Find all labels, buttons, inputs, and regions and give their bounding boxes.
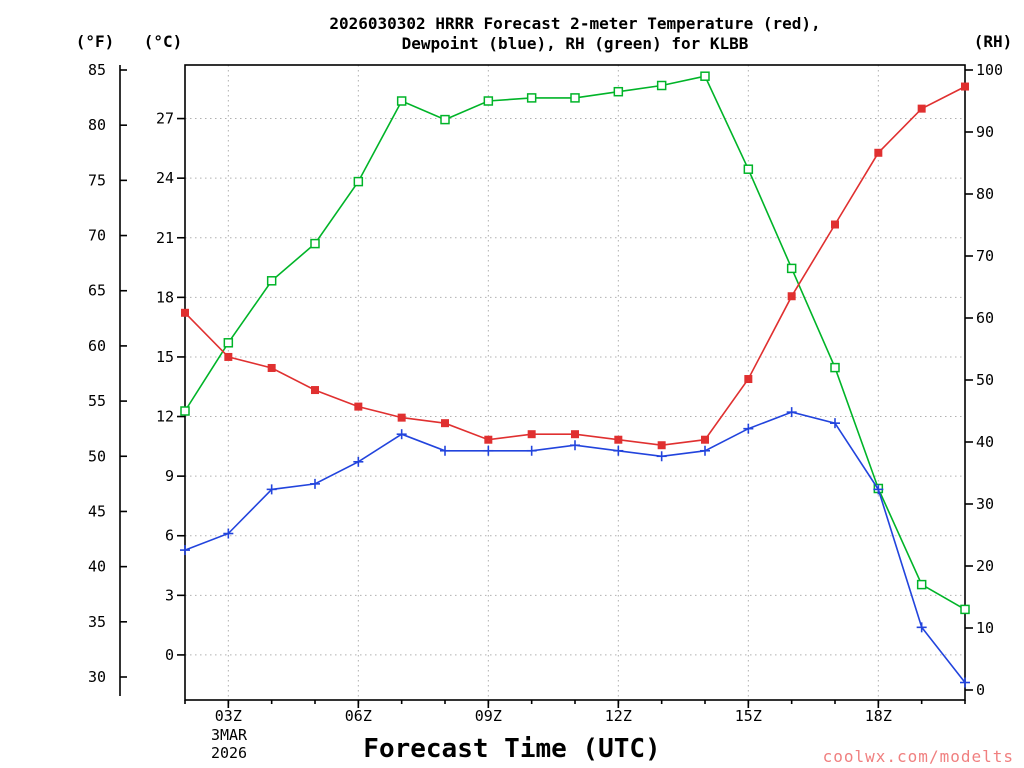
fahrenheit-tick-label: 50 <box>88 447 106 465</box>
temperature-marker <box>874 148 883 157</box>
fahrenheit-tick-label: 30 <box>88 668 106 686</box>
rh-tick-label: 60 <box>976 309 994 327</box>
rh-tick-label: 40 <box>976 433 994 451</box>
fahrenheit-tick-label: 55 <box>88 392 106 410</box>
dewpoint-line <box>184 411 966 683</box>
x-axis-date-line1: 3MAR <box>210 726 248 744</box>
celsius-unit-label: (°C) <box>143 32 183 51</box>
rh-tick-label: 100 <box>976 61 1003 79</box>
x-axis-title: Forecast Time (UTC) <box>363 734 661 764</box>
temperature-marker <box>614 435 623 444</box>
x-tick-label: 18Z <box>865 707 892 725</box>
temperature-marker <box>267 363 276 372</box>
chart-title-line2: Dewpoint (blue), RH (green) for KLBB <box>401 34 749 53</box>
temperature-marker <box>181 308 189 317</box>
x-tick-label: 09Z <box>475 707 502 725</box>
celsius-tick-label: 6 <box>165 527 174 545</box>
rh-marker <box>743 164 754 174</box>
fahrenheit-tick-label: 60 <box>88 337 106 355</box>
rh-marker <box>700 71 710 81</box>
rh-tick-label: 30 <box>976 495 994 513</box>
fahrenheit-tick-label: 80 <box>88 116 106 134</box>
celsius-tick-label: 12 <box>156 408 174 426</box>
rh-line <box>184 75 966 611</box>
celsius-tick-label: 24 <box>156 169 174 187</box>
temperature-marker <box>354 402 363 411</box>
rh-tick-label: 70 <box>976 247 994 265</box>
celsius-tick-label: 18 <box>156 288 174 306</box>
rh-tick-label: 0 <box>976 681 985 699</box>
temperature-line <box>184 85 966 447</box>
rh-marker <box>310 238 320 249</box>
rh-marker <box>266 276 277 286</box>
temperature-marker <box>311 386 319 395</box>
temperature-marker <box>701 435 709 444</box>
temperature-marker <box>224 352 233 361</box>
temperature-marker <box>484 435 493 444</box>
temperature-marker <box>441 419 449 428</box>
rh-marker <box>656 80 667 91</box>
celsius-tick-label: 9 <box>165 467 174 485</box>
rh-tick-label: 90 <box>976 123 994 141</box>
fahrenheit-tick-label: 75 <box>88 171 106 189</box>
rh-tick-label: 20 <box>976 557 994 575</box>
rh-marker <box>960 604 970 615</box>
temperature-marker <box>527 430 536 439</box>
rh-marker <box>916 579 927 590</box>
temperature-marker <box>831 220 839 229</box>
x-tick-label: 15Z <box>735 707 762 725</box>
celsius-tick-label: 0 <box>165 646 174 664</box>
fahrenheit-tick-label: 40 <box>88 558 106 576</box>
rh-marker <box>396 96 407 106</box>
fahrenheit-unit-label: (°F) <box>75 32 115 51</box>
rh-tick-label: 80 <box>976 185 994 203</box>
rh-tick-label: 10 <box>976 619 994 637</box>
rh-marker <box>613 86 624 97</box>
rh-marker <box>526 93 537 103</box>
rh-marker <box>440 114 450 125</box>
temperature-marker <box>917 104 926 113</box>
fahrenheit-tick-label: 35 <box>88 613 106 631</box>
temperature-marker <box>571 430 579 439</box>
watermark-text: coolwx.com/modelts <box>822 747 1014 766</box>
rh-tick-label: 50 <box>976 371 994 389</box>
rh-marker <box>353 176 364 187</box>
temperature-marker <box>961 82 969 91</box>
fahrenheit-tick-label: 70 <box>88 227 106 245</box>
fahrenheit-tick-label: 85 <box>88 61 106 79</box>
rh-marker <box>786 263 797 274</box>
fahrenheit-tick-label: 45 <box>88 502 106 520</box>
rh-marker <box>483 96 494 106</box>
rh-unit-label: (RH) <box>973 32 1013 51</box>
celsius-tick-label: 3 <box>165 586 174 604</box>
temperature-marker <box>787 292 796 301</box>
temperature-marker <box>397 413 406 422</box>
x-tick-label: 06Z <box>345 707 372 725</box>
celsius-tick-label: 21 <box>156 229 174 247</box>
rh-marker <box>570 93 580 103</box>
rh-marker <box>180 406 190 416</box>
fahrenheit-tick-label: 65 <box>88 282 106 300</box>
rh-marker <box>223 338 234 348</box>
celsius-tick-label: 15 <box>156 348 174 366</box>
x-tick-label: 12Z <box>605 707 632 725</box>
plot-frame <box>184 64 966 701</box>
temperature-marker <box>744 375 753 384</box>
celsius-tick-label: 27 <box>156 110 174 128</box>
temperature-marker <box>657 441 666 450</box>
chart-title-line1: 2026030302 HRRR Forecast 2-meter Tempera… <box>329 14 821 33</box>
x-tick-label: 03Z <box>215 707 242 725</box>
rh-marker <box>830 362 840 373</box>
x-axis-date-line2: 2026 <box>210 744 248 762</box>
